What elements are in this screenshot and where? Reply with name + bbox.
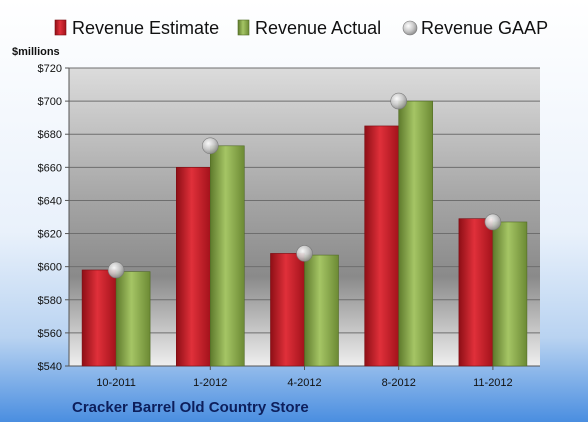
bar-revenue-estimate: [81, 269, 117, 367]
bar-revenue-actual: [304, 254, 339, 367]
x-tick-label: 8-2012: [382, 377, 416, 389]
y-tick-label: $720: [38, 63, 62, 75]
legend-swatch-revenue-estimate: [54, 19, 67, 36]
marker-revenue-gaap: [296, 245, 313, 262]
x-tick-label: 11-2012: [473, 377, 513, 389]
bar-revenue-estimate: [176, 167, 211, 367]
y-tick-label: $600: [38, 262, 62, 274]
y-tick-label: $620: [38, 229, 62, 241]
legend-swatch-revenue-actual: [237, 19, 250, 36]
marker-revenue-gaap: [202, 137, 219, 155]
y-tick-label: $580: [38, 295, 62, 307]
x-tick-label: 1-2012: [193, 377, 227, 389]
x-axis-labels: 10-2011 1-2012 4-2012 8-2012 11-2012: [96, 366, 513, 389]
legend-swatch-revenue-gaap: [402, 20, 418, 36]
legend-label: Revenue GAAP: [421, 18, 548, 38]
y-tick-label: $560: [38, 328, 62, 340]
bars: [81, 100, 528, 367]
company-name: Cracker Barrel Old Country Store: [72, 399, 309, 416]
y-tick-label: $640: [38, 195, 62, 207]
bar-revenue-estimate: [364, 125, 400, 367]
bar-revenue-estimate: [270, 253, 305, 367]
y-tick-label: $680: [38, 129, 62, 141]
marker-revenue-gaap: [390, 92, 408, 110]
legend-label: Revenue Actual: [255, 18, 381, 38]
marker-revenue-gaap: [484, 213, 502, 231]
bar-revenue-actual: [115, 271, 151, 367]
y-tick-label: $540: [38, 361, 62, 373]
marker-revenue-gaap: [107, 261, 125, 279]
y-tick-label: $700: [38, 96, 62, 108]
gaap-markers: [107, 92, 502, 279]
bar-revenue-actual: [492, 221, 528, 367]
x-tick-label: 4-2012: [287, 377, 321, 389]
bar-revenue-actual: [210, 145, 245, 367]
x-tick-label: 10-2011: [96, 377, 136, 389]
legend-label: Revenue Estimate: [72, 18, 219, 38]
y-axis-unit: $millions: [12, 46, 60, 58]
y-tick-label: $660: [38, 162, 62, 174]
bar-revenue-estimate: [458, 218, 494, 367]
bar-revenue-actual: [398, 100, 434, 367]
legend: Revenue Estimate Revenue Actual Revenue GA…: [54, 18, 548, 38]
